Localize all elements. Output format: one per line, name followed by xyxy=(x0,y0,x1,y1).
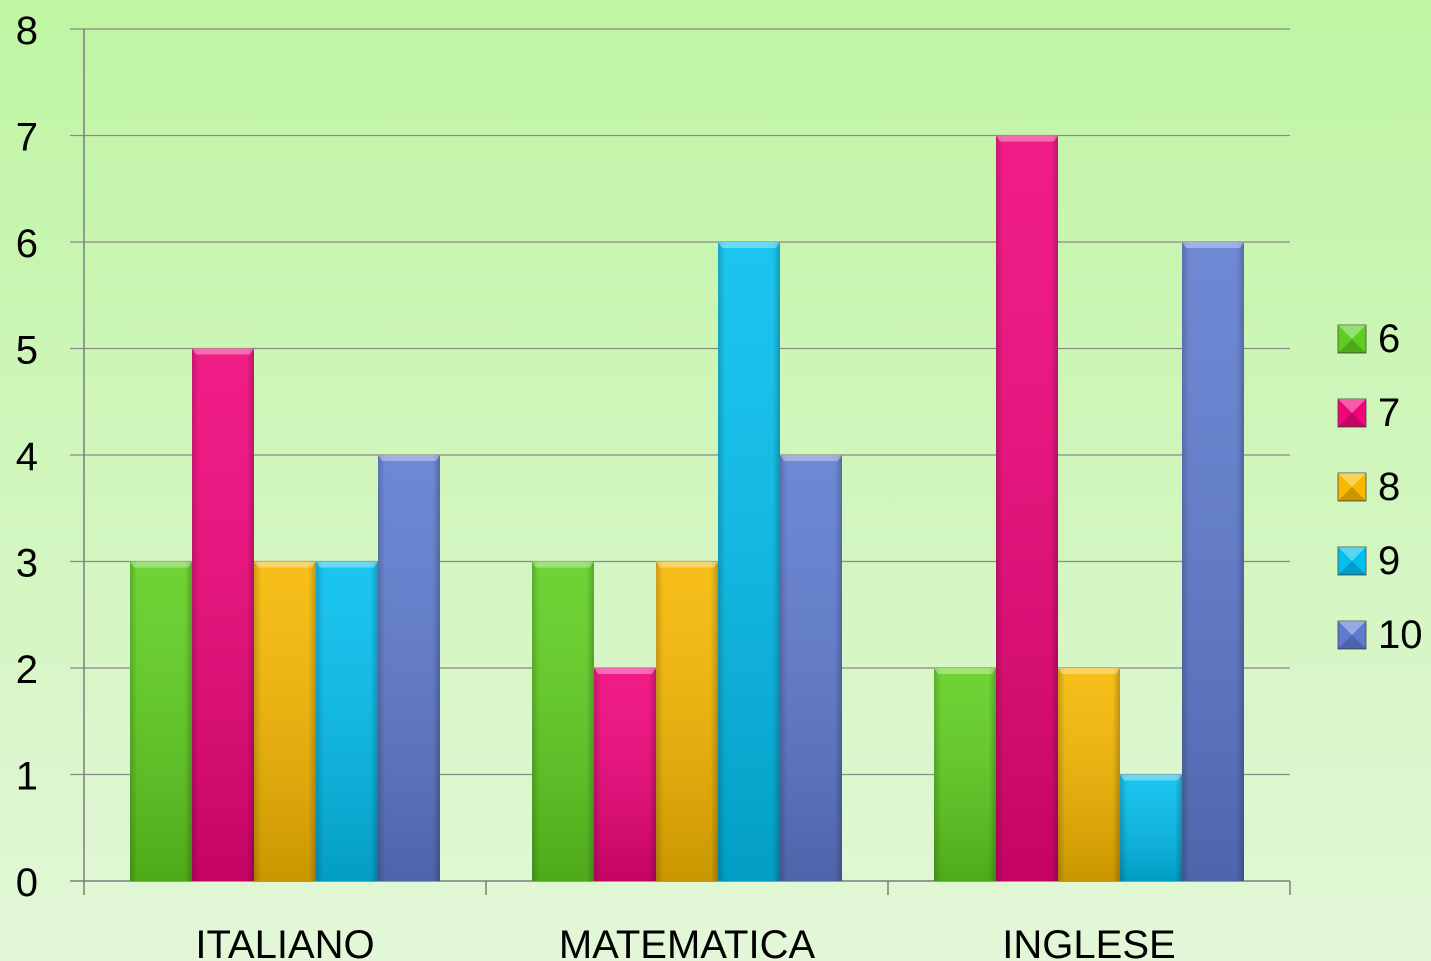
bar-bevel xyxy=(1058,668,1120,881)
legend-swatch-bevel xyxy=(1338,399,1366,413)
legend-swatch-bevel xyxy=(1338,621,1366,635)
bar-bevel xyxy=(780,455,842,881)
category-label: MATEMATICA xyxy=(559,923,816,961)
legend-swatch xyxy=(1337,398,1367,428)
legend-swatch xyxy=(1337,546,1367,576)
legend-label: 7 xyxy=(1378,391,1400,435)
bar-italiano-10 xyxy=(378,455,440,881)
bar-top-bevel xyxy=(594,668,656,674)
bar-matematica-7 xyxy=(594,668,656,881)
category-labels: ITALIANO MATEMATICA INGLESE xyxy=(195,923,1175,961)
bars xyxy=(130,135,1244,881)
bar-bevel xyxy=(934,668,996,881)
legend-label: 8 xyxy=(1378,465,1400,509)
bar-top-bevel xyxy=(316,561,378,568)
bar-matematica-9 xyxy=(718,242,780,881)
bar-bevel xyxy=(130,561,192,881)
y-tick-label: 7 xyxy=(16,116,38,160)
bar-inglese-10 xyxy=(1182,242,1244,881)
bar-matematica-10 xyxy=(780,455,842,881)
legend-swatch-bevel xyxy=(1338,473,1366,487)
bar-bevel xyxy=(594,668,656,881)
bar-top-bevel xyxy=(378,455,440,461)
bar-italiano-9 xyxy=(316,561,378,881)
legend-swatch xyxy=(1337,472,1367,502)
legend-swatch-shade xyxy=(1338,339,1366,353)
legend-swatch-shade xyxy=(1338,413,1366,427)
bar-top-bevel xyxy=(192,348,254,355)
legend-item-8: 8 xyxy=(1337,465,1400,509)
legend-item-7: 7 xyxy=(1337,391,1400,435)
legend-label: 10 xyxy=(1378,613,1423,657)
bar-bevel xyxy=(254,561,316,881)
y-tick-label: 2 xyxy=(16,648,38,692)
legend: 6 7 8 9 10 xyxy=(1337,317,1423,657)
bar-inglese-8 xyxy=(1058,668,1120,881)
bar-top-bevel xyxy=(656,561,718,568)
legend-item-6: 6 xyxy=(1337,317,1400,361)
bar-inglese-9 xyxy=(1120,774,1182,881)
bar-bevel xyxy=(718,242,780,881)
bar-bevel xyxy=(656,561,718,881)
bar-top-bevel xyxy=(934,668,996,674)
category-label: ITALIANO xyxy=(195,923,374,961)
legend-item-10: 10 xyxy=(1337,613,1423,657)
bar-top-bevel xyxy=(996,135,1058,142)
bar-bevel xyxy=(192,348,254,881)
bar-bevel xyxy=(996,135,1058,881)
legend-item-9: 9 xyxy=(1337,539,1400,583)
y-tick-label: 0 xyxy=(16,861,38,905)
bar-matematica-6 xyxy=(532,561,594,881)
y-tick-label: 8 xyxy=(16,9,38,53)
y-tick-label: 6 xyxy=(16,222,38,266)
legend-swatch-shade xyxy=(1338,561,1366,575)
legend-swatch xyxy=(1337,324,1367,354)
legend-label: 6 xyxy=(1378,317,1400,361)
legend-swatch-bevel xyxy=(1338,547,1366,561)
bar-top-bevel xyxy=(532,561,594,568)
legend-swatch-shade xyxy=(1338,635,1366,649)
bar-bevel xyxy=(1120,774,1182,881)
bar-top-bevel xyxy=(1120,774,1182,781)
bar-top-bevel xyxy=(780,455,842,461)
bar-top-bevel xyxy=(130,561,192,568)
legend-label: 9 xyxy=(1378,539,1400,583)
legend-swatch-bevel xyxy=(1338,325,1366,339)
bar-top-bevel xyxy=(1182,242,1244,248)
y-tick-label: 4 xyxy=(16,435,38,479)
bar-inglese-6 xyxy=(934,668,996,881)
y-tick-labels: 0 1 2 3 4 5 6 7 8 xyxy=(16,9,38,905)
legend-swatch xyxy=(1337,620,1367,650)
bar-italiano-6 xyxy=(130,561,192,881)
bar-bevel xyxy=(1182,242,1244,881)
bar-italiano-8 xyxy=(254,561,316,881)
bar-bevel xyxy=(532,561,594,881)
y-tick-label: 3 xyxy=(16,542,38,586)
bar-bevel xyxy=(316,561,378,881)
bar-top-bevel xyxy=(1058,668,1120,674)
bar-top-bevel xyxy=(718,242,780,248)
y-tick-label: 5 xyxy=(16,329,38,373)
bar-top-bevel xyxy=(254,561,316,568)
legend-swatch-shade xyxy=(1338,487,1366,501)
category-label: INGLESE xyxy=(1002,923,1175,961)
y-tick-label: 1 xyxy=(16,755,38,799)
bar-italiano-7 xyxy=(192,348,254,881)
bar-matematica-8 xyxy=(656,561,718,881)
bar-inglese-7 xyxy=(996,135,1058,881)
bar-bevel xyxy=(378,455,440,881)
